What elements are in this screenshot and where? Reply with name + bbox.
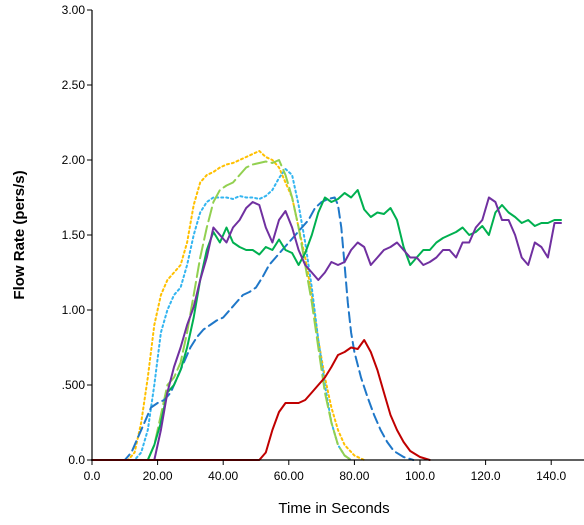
y-axis-title: Flow Rate (pers/s): [11, 170, 28, 299]
y-tick-label: 1.50: [62, 228, 86, 242]
axes-layer: 0.0 .500 1.00 1.50 2.00 2.50 3.00 0.0 20.00 40.00…: [62, 3, 584, 483]
y-tick-label: 3.00: [62, 3, 86, 17]
x-tick-label: 100.0: [405, 469, 435, 483]
series-line-1: [91, 150, 366, 461]
series-line-3: [91, 159, 353, 461]
y-tick-label: .500: [62, 378, 86, 392]
series-layer: [91, 150, 562, 461]
x-tick-label: 60.00: [274, 469, 304, 483]
x-axis-title: Time in Seconds: [278, 500, 389, 517]
x-tick-label: 140.0: [536, 469, 566, 483]
y-tick-label: 1.00: [62, 303, 86, 317]
x-tick-label: 20.00: [143, 469, 173, 483]
series-line-2: [91, 168, 353, 461]
x-tick-label: 40.00: [208, 469, 238, 483]
series-line-7: [91, 339, 431, 461]
x-tick-label: 80.00: [339, 469, 369, 483]
y-tick-label: 2.50: [62, 78, 86, 92]
series-line-4: [91, 196, 415, 461]
y-tick-label: 2.00: [62, 153, 86, 167]
y-tick-label: 0.0: [68, 453, 85, 467]
x-tick-label: 120.0: [471, 469, 501, 483]
series-line-6: [91, 196, 562, 461]
x-tick-label: 0.0: [84, 469, 101, 483]
